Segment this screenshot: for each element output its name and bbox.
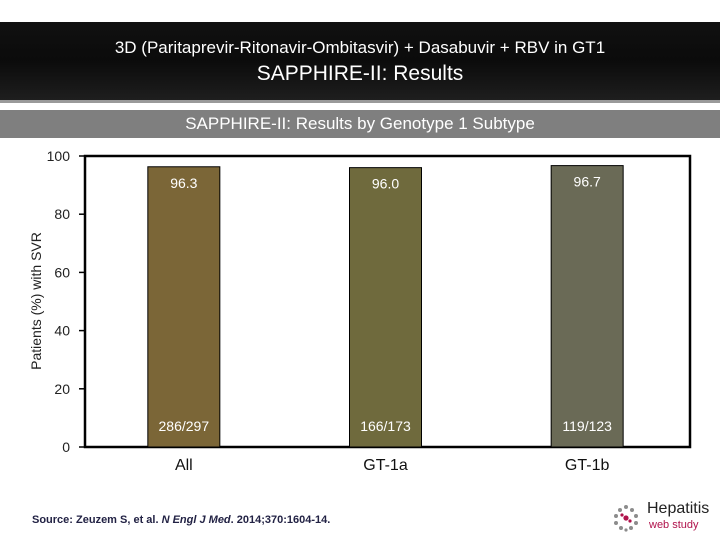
subtitle-bar: SAPPHIRE-II: Results by Genotype 1 Subty… bbox=[0, 110, 720, 138]
source-journal: N Engl J Med bbox=[161, 514, 231, 526]
y-tick-label: 40 bbox=[54, 323, 70, 339]
chart-bars bbox=[147, 165, 624, 448]
hepatitis-logo-icon bbox=[614, 505, 638, 532]
logo-text-web-study: web study bbox=[649, 519, 699, 531]
bar-value-label: 96.3 bbox=[170, 175, 197, 191]
logo-text-hepatitis: Hepatitis bbox=[647, 500, 710, 517]
y-tick-label: 80 bbox=[54, 206, 70, 222]
header-title-line2: SAPPHIRE-II: Results bbox=[256, 62, 464, 85]
bar-count-label: 166/173 bbox=[360, 418, 411, 434]
x-category-label: All bbox=[175, 457, 193, 474]
hepatitis-logo: Hepatitis web study bbox=[611, 500, 716, 534]
source-suffix: . 2014;370:1604-14. bbox=[230, 514, 331, 526]
chart-subtitle: SAPPHIRE-II: Results by Genotype 1 Subty… bbox=[185, 114, 535, 133]
slide-header: 3D (Paritaprevir-Ritonavir-Ombitasvir) +… bbox=[0, 0, 720, 100]
bar-count-label: 119/123 bbox=[562, 418, 612, 434]
y-tick-label: 60 bbox=[54, 264, 70, 280]
bar-value-label: 96.7 bbox=[574, 174, 601, 190]
x-category-label: GT-1a bbox=[363, 457, 408, 474]
bar-value-label: 96.0 bbox=[372, 176, 399, 192]
bar-count-label: 286/297 bbox=[159, 418, 210, 434]
source-prefix: Source: Zeuzem S, et al. bbox=[32, 514, 162, 526]
bar-chart: 0 20 40 60 80 100 Patients (%) with SVR 96.3 28… bbox=[28, 148, 692, 474]
header-top-strip bbox=[0, 0, 720, 22]
bar bbox=[349, 167, 422, 448]
chart-labels: 96.3 286/297 All 96.0 166/173 GT-1a 96.7 119/12… bbox=[159, 174, 613, 474]
y-axis-title: Patients (%) with SVR bbox=[28, 232, 44, 370]
y-tick-label: 0 bbox=[62, 439, 70, 455]
header-title-line1: 3D (Paritaprevir-Ritonavir-Ombitasvir) +… bbox=[114, 38, 606, 57]
source-citation: Source: Zeuzem S, et al. N Engl J Med. 2… bbox=[32, 514, 330, 526]
bar bbox=[147, 166, 221, 448]
bar bbox=[550, 165, 624, 448]
y-tick-label: 100 bbox=[47, 148, 71, 164]
y-tick-label: 20 bbox=[54, 381, 70, 397]
header-divider bbox=[0, 100, 720, 103]
x-category-label: GT-1b bbox=[565, 457, 610, 474]
